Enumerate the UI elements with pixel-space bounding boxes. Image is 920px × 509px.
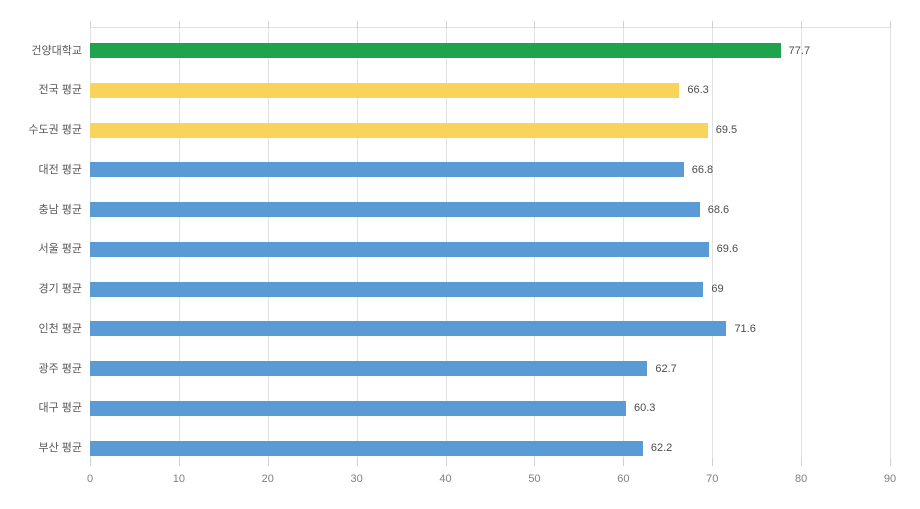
x-axis-bottom-tick xyxy=(445,458,447,466)
category-label: 대전 평균 xyxy=(38,163,82,176)
gridline xyxy=(890,28,891,458)
x-axis-bottom-tick xyxy=(712,458,714,466)
x-axis-bottom-tick xyxy=(890,458,891,466)
category-label: 전국 평균 xyxy=(38,84,82,97)
bar xyxy=(90,400,626,416)
x-axis-bottom-tick xyxy=(267,458,269,466)
x-axis-top-tick xyxy=(90,21,91,28)
bar xyxy=(90,82,680,98)
bar xyxy=(90,321,727,337)
x-axis-tick-label: 0 xyxy=(86,473,94,485)
x-axis-bottom-tick xyxy=(801,458,803,466)
category-label: 광주 평균 xyxy=(38,362,82,375)
category-label: 충남 평균 xyxy=(38,203,82,216)
x-axis-tick-label: 50 xyxy=(528,473,541,485)
x-axis-top-tick xyxy=(267,21,269,28)
bar xyxy=(90,440,643,456)
x-axis-bottom-tick xyxy=(90,458,91,466)
x-axis-tick-label: 30 xyxy=(350,473,363,485)
gridline xyxy=(801,28,803,458)
value-label: 60.3 xyxy=(634,402,656,415)
bar xyxy=(90,162,684,178)
x-axis-bottom-tick xyxy=(623,458,625,466)
x-axis-tick-label: 20 xyxy=(261,473,274,485)
value-label: 71.6 xyxy=(734,322,756,335)
bar xyxy=(90,361,648,376)
x-axis-tick-label: 10 xyxy=(172,473,185,485)
bar xyxy=(90,202,700,217)
category-label: 서울 평균 xyxy=(38,243,82,256)
value-label: 77.7 xyxy=(788,44,811,57)
bar xyxy=(90,43,781,58)
value-label: 66.8 xyxy=(691,163,714,176)
x-axis-top-tick xyxy=(801,21,803,28)
x-axis-tick-label: 60 xyxy=(617,473,630,485)
category-label: 경기 평균 xyxy=(38,283,82,295)
x-axis-bottom-tick xyxy=(356,458,358,466)
category-label: 부산 평균 xyxy=(38,442,82,454)
x-axis-top-tick xyxy=(178,21,180,28)
bar xyxy=(90,122,708,138)
x-axis-tick-label: 80 xyxy=(794,473,808,485)
value-label: 69.6 xyxy=(716,243,739,256)
category-label: 수도권 평균 xyxy=(28,124,82,136)
value-label: 68.6 xyxy=(707,203,730,216)
x-axis-top-tick xyxy=(890,21,891,28)
value-label: 66.3 xyxy=(687,84,709,97)
x-axis-bottom-tick xyxy=(534,458,536,466)
category-label: 건양대학교 xyxy=(31,44,82,57)
x-axis-tick-label: 70 xyxy=(706,473,719,485)
category-label: 대구 평균 xyxy=(38,402,82,415)
x-axis-top-tick xyxy=(356,21,358,28)
bar xyxy=(90,281,704,297)
value-label: 69 xyxy=(711,283,724,295)
plot-area: 0 10 20 30 40 50 60 70 80 90 건양대학교 77.7 전국 평균 66.3 수도권… xyxy=(28,21,896,485)
gridline xyxy=(712,28,714,458)
value-label: 69.5 xyxy=(715,124,738,136)
category-label: 인천 평균 xyxy=(38,322,82,335)
bar xyxy=(90,241,709,257)
x-axis-tick-label: 40 xyxy=(439,473,452,485)
x-axis-top-tick xyxy=(445,21,447,28)
x-axis-top-tick xyxy=(534,21,536,28)
x-axis-tick-label: 90 xyxy=(883,473,897,485)
x-axis-top-tick xyxy=(712,21,714,28)
x-axis-top-tick xyxy=(623,21,625,28)
x-axis-bottom-tick xyxy=(178,458,180,466)
value-label: 62.2 xyxy=(650,442,673,454)
value-label: 62.7 xyxy=(655,362,677,375)
